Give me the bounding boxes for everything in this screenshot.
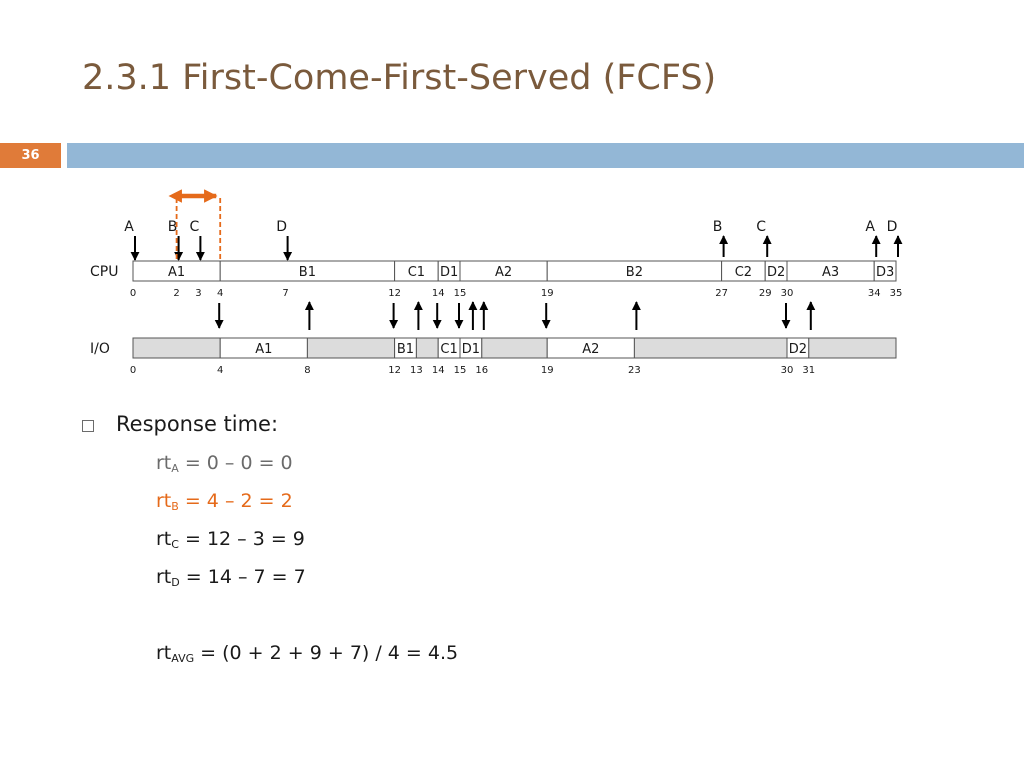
- rt-b-line: rtB = 4 – 2 = 2: [156, 490, 293, 513]
- io-segment-label: D2: [789, 342, 807, 357]
- cpu-tick-label: 27: [715, 288, 728, 299]
- io-segment-label: B1: [397, 342, 414, 357]
- io-segment-label: D1: [462, 342, 480, 357]
- rt-a-line: rtA = 0 – 0 = 0: [156, 452, 293, 475]
- cpu-segment-label: C1: [408, 265, 425, 280]
- cpu-tick-label: 30: [781, 288, 794, 299]
- io-segment: [132, 337, 221, 359]
- io-tick-label: 23: [628, 365, 641, 376]
- cpu-tick-label: 19: [541, 288, 554, 299]
- io-segment: [808, 337, 897, 359]
- io-tick-label: 12: [388, 365, 401, 376]
- io-segment-label: A2: [582, 342, 599, 357]
- completion-label: C: [756, 219, 766, 235]
- cpu-segment-label: A1: [168, 265, 185, 280]
- arrival-label: C: [190, 219, 200, 235]
- io-tick-label: 13: [410, 365, 423, 376]
- rt-d-line: rtD = 14 – 7 = 7: [156, 566, 306, 589]
- io-tick-label: 4: [217, 365, 223, 376]
- io-tick-label: 0: [130, 365, 136, 376]
- io-segment-label: C1: [440, 342, 457, 357]
- cpu-tick-label: 35: [890, 288, 903, 299]
- cpu-tick-label: 34: [868, 288, 881, 299]
- cpu-segment-label: D3: [876, 265, 894, 280]
- cpu-segment-label: C2: [735, 265, 752, 280]
- cpu-tick-label: 2: [173, 288, 179, 299]
- completion-label: D: [887, 219, 898, 235]
- cpu-segment-label: A2: [495, 265, 512, 280]
- cpu-tick-label: 7: [282, 288, 288, 299]
- response-time-heading: Response time:: [116, 412, 279, 436]
- cpu-segment-label: D1: [440, 265, 458, 280]
- io-row-label: I/O: [90, 341, 110, 357]
- bullet-square-icon: [82, 420, 94, 432]
- io-tick-label: 16: [475, 365, 488, 376]
- io-segment: [415, 337, 439, 359]
- cpu-segment-label: D2: [767, 265, 785, 280]
- cpu-segment-label: B1: [299, 265, 316, 280]
- cpu-row-label: CPU: [90, 264, 118, 280]
- cpu-tick-label: 4: [217, 288, 223, 299]
- io-segment: [633, 337, 788, 359]
- completion-label: B: [713, 219, 723, 235]
- io-segment: [306, 337, 396, 359]
- io-tick-label: 31: [802, 365, 815, 376]
- cpu-tick-label: 29: [759, 288, 772, 299]
- cpu-tick-label: 0: [130, 288, 136, 299]
- cpu-tick-label: 14: [432, 288, 445, 299]
- arrival-label: D: [276, 219, 287, 235]
- arrival-label: A: [124, 219, 134, 235]
- io-tick-label: 14: [432, 365, 445, 376]
- slide-title: 2.3.1 First-Come-First-Served (FCFS): [82, 58, 717, 98]
- io-tick-label: 15: [454, 365, 467, 376]
- cpu-segment-label: A3: [822, 265, 839, 280]
- io-segment: [481, 337, 548, 359]
- io-segment-label: A1: [255, 342, 272, 357]
- arrival-label: B: [168, 219, 178, 235]
- io-tick-label: 8: [304, 365, 310, 376]
- rt-c-line: rtC = 12 – 3 = 9: [156, 528, 305, 551]
- cpu-tick-label: 3: [195, 288, 201, 299]
- completion-label: A: [865, 219, 875, 235]
- io-tick-label: 30: [781, 365, 794, 376]
- cpu-segment: [873, 260, 897, 282]
- cpu-tick-label: 15: [454, 288, 467, 299]
- cpu-tick-label: 12: [388, 288, 401, 299]
- slide-number: 36: [0, 143, 61, 168]
- cpu-segment-label: B2: [626, 265, 643, 280]
- rt-avg-line: rtAVG = (0 + 2 + 9 + 7) / 4 = 4.5: [156, 642, 459, 665]
- io-tick-label: 19: [541, 365, 554, 376]
- header-bar: [67, 143, 1024, 168]
